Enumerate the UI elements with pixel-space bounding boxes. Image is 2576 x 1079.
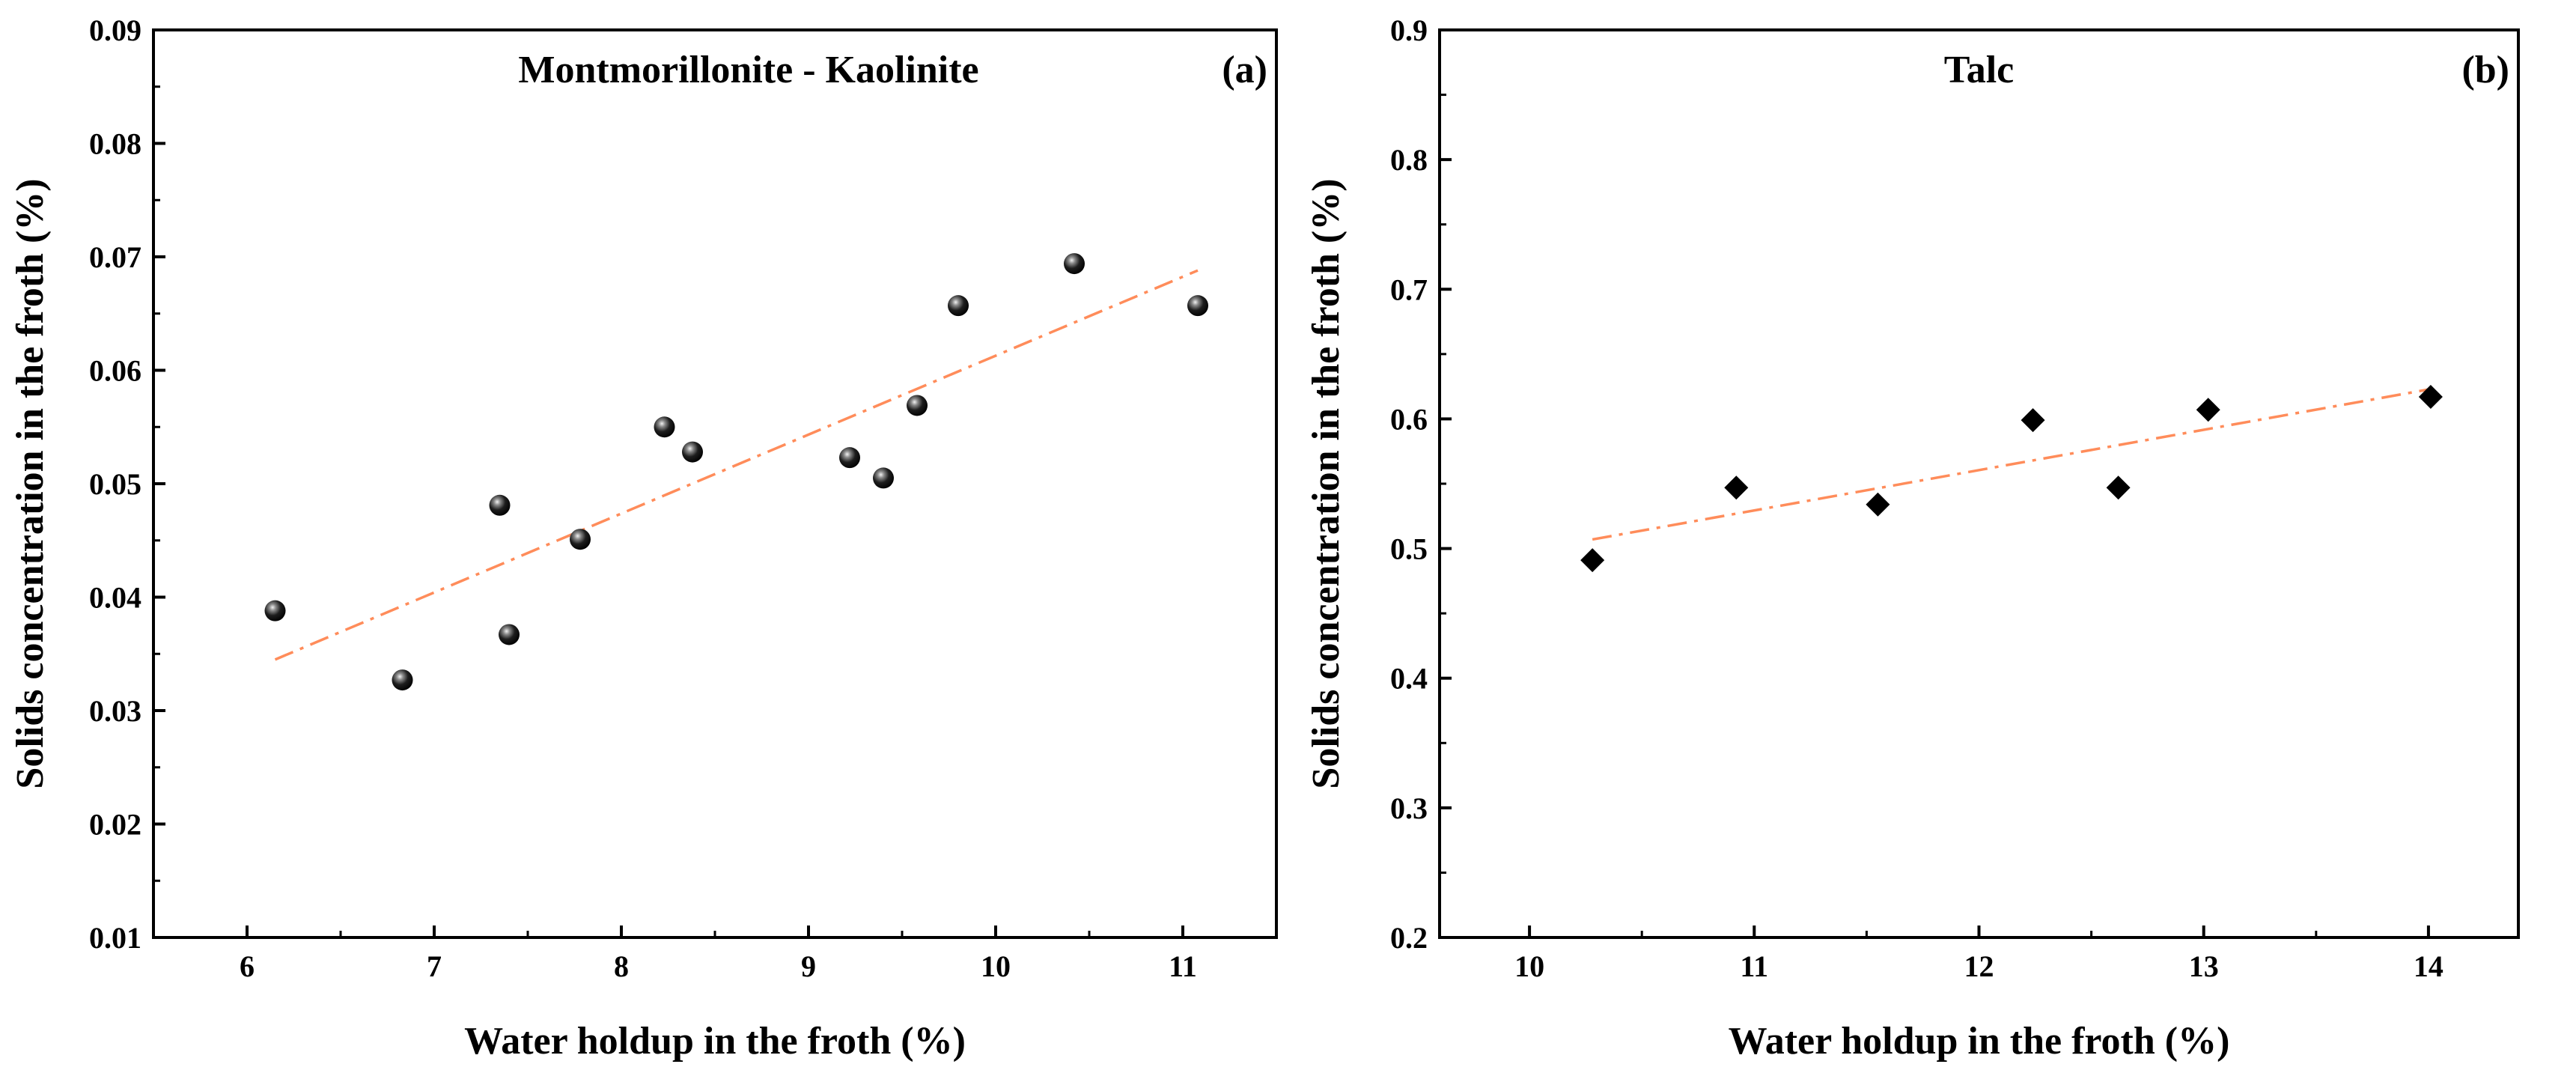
- panel-b: 10 11 12 13 140.20.30.40.50.60.70.80.9 Talc …: [1305, 13, 2520, 1063]
- data-point: [489, 494, 511, 516]
- y-axis-title-a: Solids concentration in the froth (%): [9, 178, 52, 788]
- y-tick-label: 0.3: [1390, 791, 1428, 825]
- data-point: [873, 467, 894, 489]
- y-tick-label: 0.04: [89, 581, 141, 615]
- x-axis-title-b: Water holdup in the froth (%): [1729, 1020, 2230, 1063]
- x-tick-label: 12: [1964, 949, 1994, 983]
- panel-tag-a: (a): [1222, 49, 1267, 91]
- y-tick-label: 0.5: [1390, 532, 1428, 566]
- data-point: [948, 295, 969, 317]
- y-tick-label: 0.07: [89, 240, 141, 274]
- data-point: [1064, 253, 1085, 275]
- y-tick-label: 0.01: [89, 921, 141, 955]
- data-point: [2021, 408, 2045, 433]
- data-point: [839, 447, 860, 469]
- plot-frame-b: [1438, 28, 2520, 939]
- y-tick-label: 0.06: [89, 354, 141, 388]
- data-point: [907, 395, 928, 416]
- x-tick-label: 7: [427, 949, 442, 983]
- data-point: [1580, 548, 1605, 573]
- y-tick-label: 0.8: [1390, 143, 1428, 177]
- y-tick-label: 0.02: [89, 808, 141, 842]
- data-point: [2196, 398, 2220, 422]
- y-tick-label: 0.4: [1390, 662, 1428, 696]
- x-tick-label: 6: [240, 949, 255, 983]
- y-tick-label: 0.7: [1390, 273, 1428, 306]
- chart-title-b: Talc: [1944, 49, 2014, 91]
- y-axis-title-b: Solids concentration in the froth (%): [1305, 178, 1348, 788]
- y-tick-label: 0.6: [1390, 402, 1428, 436]
- y-tick-label: 0.05: [89, 467, 141, 501]
- fit-line: [1592, 387, 2432, 541]
- fit-line: [274, 269, 1199, 661]
- x-tick-label: 14: [2414, 949, 2443, 983]
- x-tick-label: 11: [1740, 949, 1768, 983]
- data-point: [499, 624, 520, 645]
- x-tick-label: 9: [801, 949, 816, 983]
- data-point: [2418, 384, 2443, 409]
- data-point: [570, 529, 591, 550]
- data-point: [2106, 475, 2131, 500]
- data-point: [1187, 295, 1208, 317]
- x-tick-label: 8: [614, 949, 629, 983]
- x-tick-label: 10: [981, 949, 1011, 983]
- y-tick-label: 0.03: [89, 694, 141, 728]
- plot-frame-a: [152, 28, 1278, 939]
- data-point: [654, 416, 675, 438]
- data-point: [682, 441, 703, 463]
- panel-tag-b: (b): [2461, 49, 2509, 91]
- y-tick-label: 0.09: [89, 13, 141, 47]
- x-tick-label: 10: [1514, 949, 1544, 983]
- data-point: [264, 600, 286, 621]
- panel-a: 6 7 8 9 10 11 0.01 0.02 0.03 0.04 0.05 0.06 0.07 0.08…: [9, 13, 1278, 1063]
- x-tick-label: 11: [1169, 949, 1197, 983]
- chart-title-a: Montmorillonite - Kaolinite: [518, 49, 978, 91]
- x-tick-label: 13: [2189, 949, 2219, 983]
- y-tick-label: 0.9: [1390, 13, 1428, 47]
- data-point: [392, 669, 413, 691]
- y-tick-label: 0.08: [89, 127, 141, 161]
- data-point: [1724, 475, 1749, 500]
- data-point: [1866, 492, 1890, 517]
- x-axis-title-a: Water holdup in the froth (%): [464, 1020, 966, 1063]
- y-tick-label: 0.2: [1390, 921, 1428, 955]
